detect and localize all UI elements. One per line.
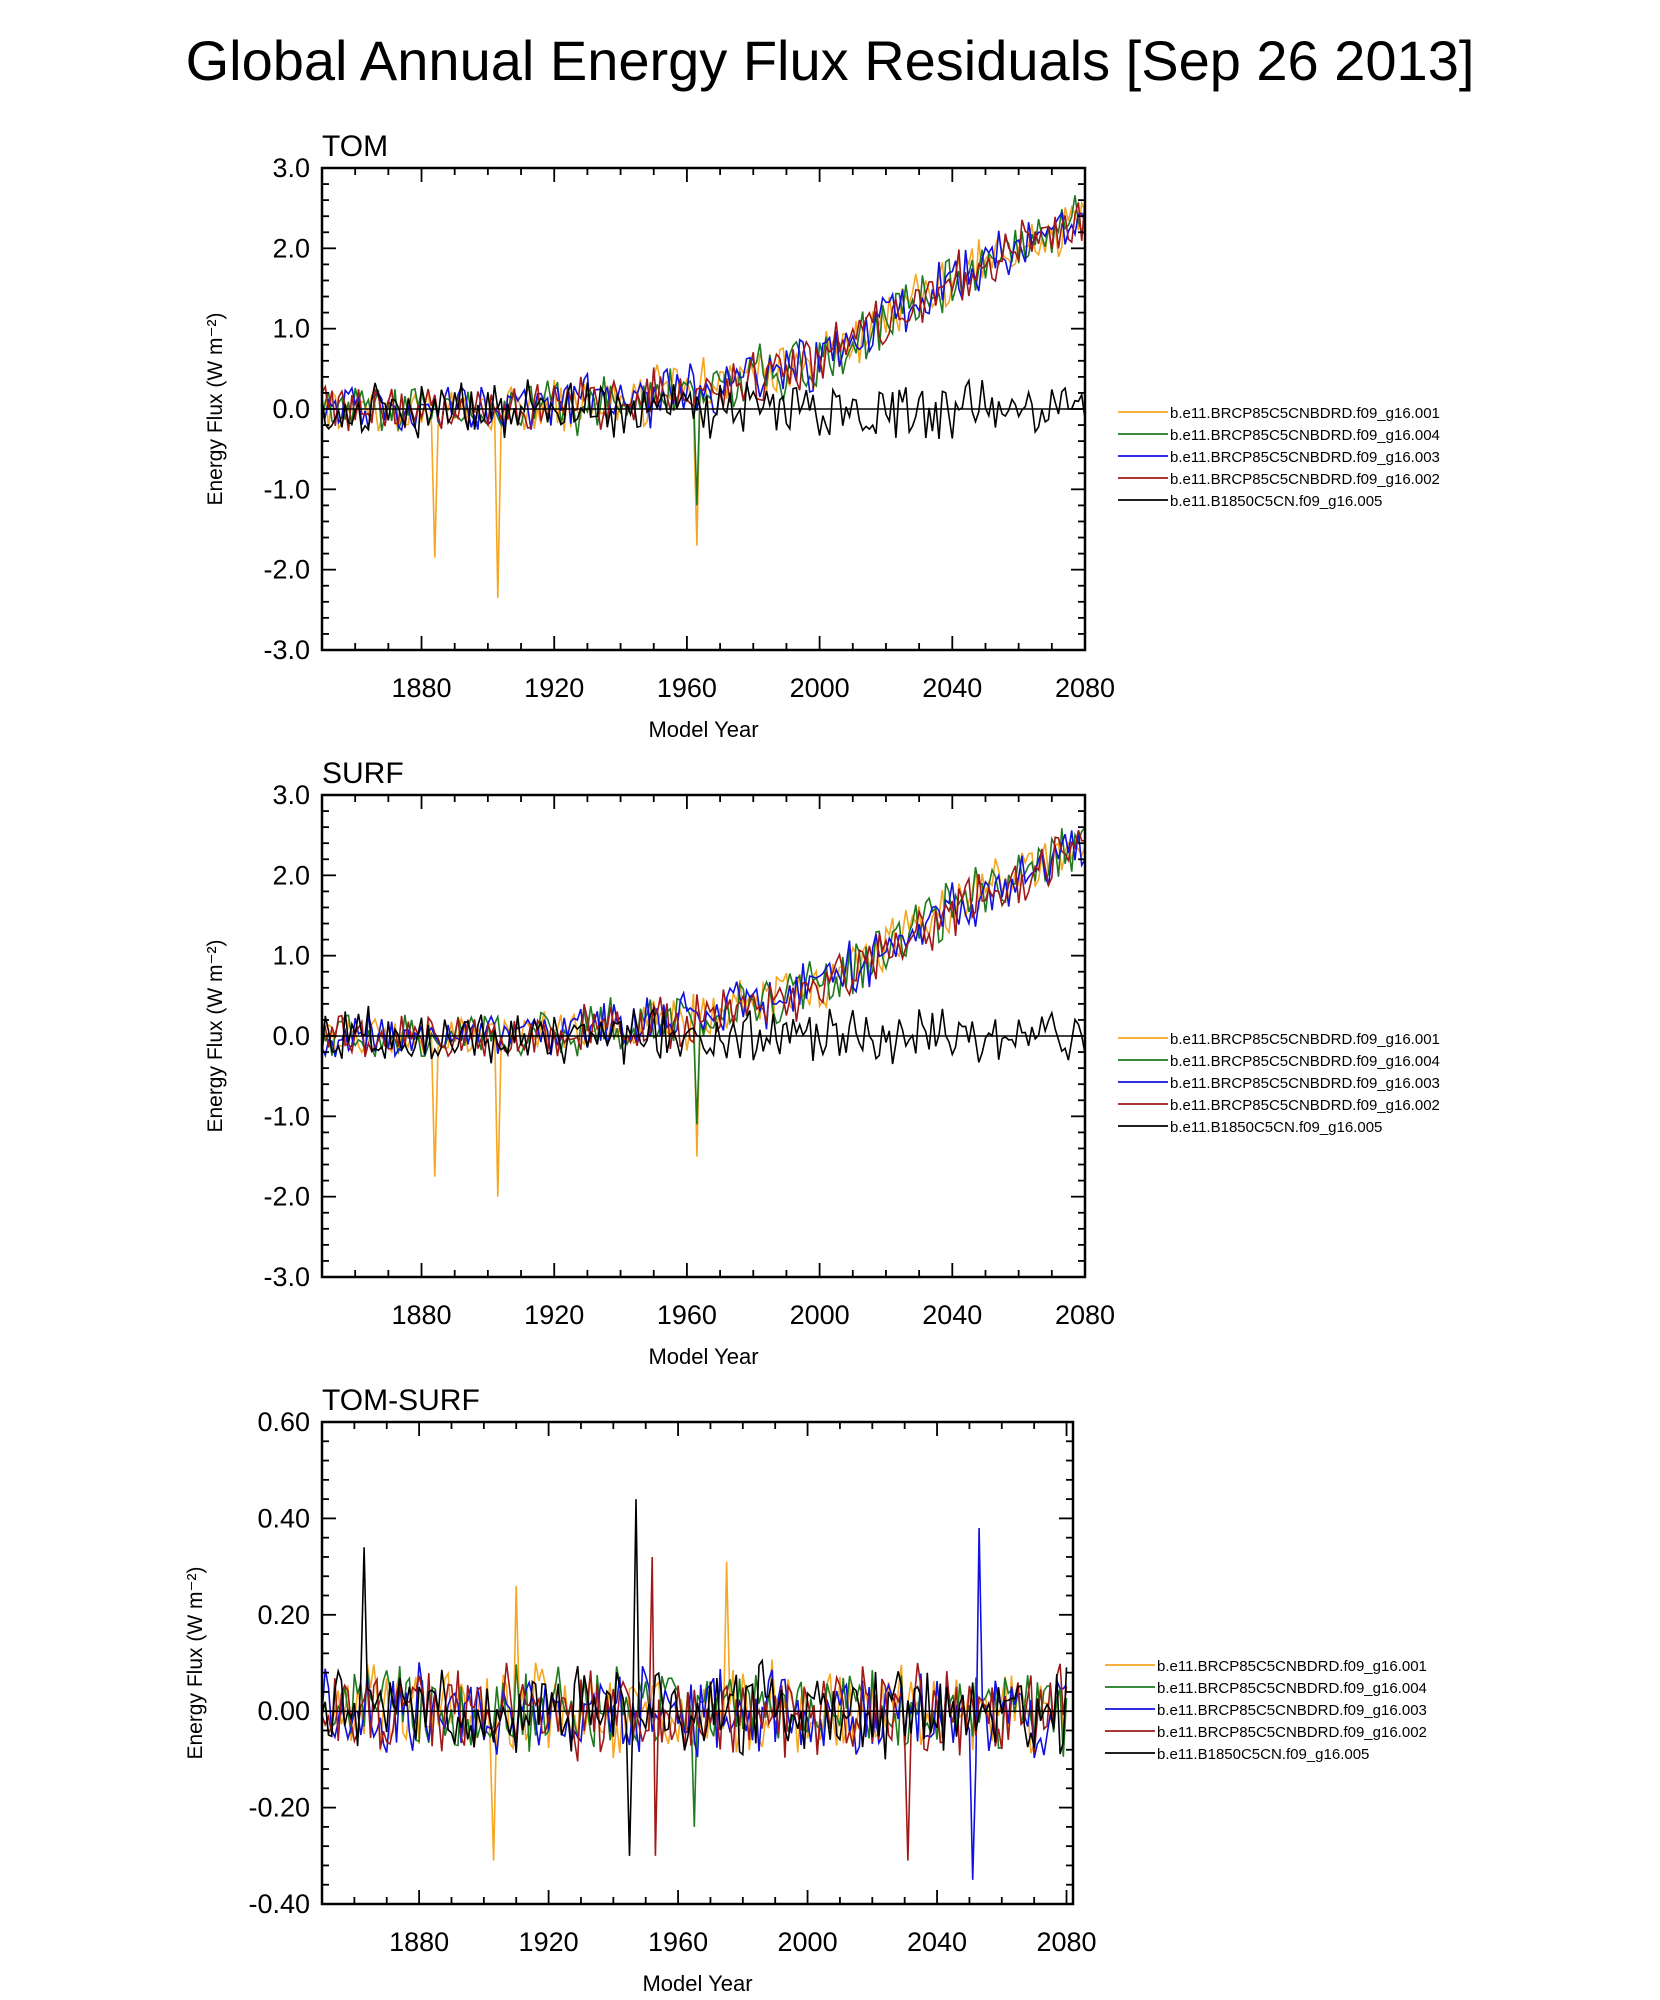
legend-label: b.e11.BRCP85C5CNBDRD.f09_g16.004 xyxy=(1170,1053,1440,1070)
x-tick-label: 2000 xyxy=(790,673,850,703)
x-tick-label: 1920 xyxy=(524,673,584,703)
y-tick-label: 0.40 xyxy=(257,1503,310,1533)
panel-title: TOM xyxy=(322,130,388,163)
legend-label: b.e11.BRCP85C5CNBDRD.f09_g16.002 xyxy=(1157,1724,1427,1741)
y-tick-label: -0.40 xyxy=(248,1889,310,1919)
x-tick-label: 2080 xyxy=(1036,1927,1096,1957)
series-line-b.e11.B1850C5CN.f09_g16.005 xyxy=(322,1499,1068,1856)
x-tick-label: 1920 xyxy=(524,1300,584,1330)
y-tick-label: -3.0 xyxy=(263,1262,310,1292)
legend-label: b.e11.BRCP85C5CNBDRD.f09_g16.001 xyxy=(1170,405,1440,422)
plot-frame xyxy=(320,1420,1075,1906)
legend-label: b.e11.BRCP85C5CNBDRD.f09_g16.004 xyxy=(1157,1680,1427,1697)
x-tick-label: 1880 xyxy=(391,673,451,703)
series-line-b.e11.BRCP85C5CNBDRD.f09_g16.003 xyxy=(322,830,1085,1059)
x-tick-label: 1880 xyxy=(389,1927,449,1957)
y-tick-label: -1.0 xyxy=(263,1101,310,1131)
series-group xyxy=(322,826,1085,1197)
series-group xyxy=(322,1499,1068,1880)
x-tick-label: 2040 xyxy=(922,673,982,703)
x-axis-label: Model Year xyxy=(648,717,758,742)
y-tick-label: 2.0 xyxy=(272,233,310,263)
y-tick-label: 0.00 xyxy=(257,1696,310,1726)
x-tick-label: 2040 xyxy=(907,1927,967,1957)
x-tick-label: 1880 xyxy=(391,1300,451,1330)
panel-title: SURF xyxy=(322,757,404,790)
panel-tom: TOM 1880 1920 1960 2000 2040 2080 -3.0 -2.0 -1.0 0… xyxy=(204,130,1440,742)
y-tick-label: 3.0 xyxy=(272,153,310,183)
series-line-b.e11.B1850C5CN.f09_g16.005 xyxy=(322,377,1085,439)
legend-label: b.e11.BRCP85C5CNBDRD.f09_g16.003 xyxy=(1170,449,1440,466)
legend-label: b.e11.BRCP85C5CNBDRD.f09_g16.003 xyxy=(1157,1702,1427,1719)
legend-label: b.e11.BRCP85C5CNBDRD.f09_g16.004 xyxy=(1170,427,1440,444)
x-tick-label: 2000 xyxy=(778,1927,838,1957)
y-axis-label: Energy Flux (W m⁻²) xyxy=(184,1566,207,1759)
panel-surf: SURF 1880 1920 1960 2000 2040 2080 -3.0 -2.0 -1.0… xyxy=(204,757,1440,1369)
y-tick-label: 0.20 xyxy=(257,1600,310,1630)
legend-label: b.e11.BRCP85C5CNBDRD.f09_g16.003 xyxy=(1170,1075,1440,1092)
x-tick-label: 1960 xyxy=(657,673,717,703)
y-tick-label: -1.0 xyxy=(263,474,310,504)
y-axis-label: Energy Flux (W m⁻²) xyxy=(204,939,227,1132)
x-tick-label: 1920 xyxy=(519,1927,579,1957)
x-tick-label: 2080 xyxy=(1055,673,1115,703)
legend-label: b.e11.BRCP85C5CNBDRD.f09_g16.002 xyxy=(1170,471,1440,488)
series-line-b.e11.B1850C5CN.f09_g16.005 xyxy=(322,1005,1085,1065)
legend-label: b.e11.BRCP85C5CNBDRD.f09_g16.002 xyxy=(1170,1097,1440,1114)
y-tick-label: -2.0 xyxy=(263,1182,310,1212)
y-tick-label: 2.0 xyxy=(272,860,310,890)
y-tick-label: 1.0 xyxy=(272,314,310,344)
y-tick-label: 0.0 xyxy=(272,394,310,424)
legend-label: b.e11.BRCP85C5CNBDRD.f09_g16.001 xyxy=(1170,1031,1440,1048)
x-tick-label: 1960 xyxy=(648,1927,708,1957)
y-tick-label: -0.20 xyxy=(248,1793,310,1823)
legend-label: b.e11.B1850C5CN.f09_g16.005 xyxy=(1157,1746,1369,1763)
series-line-b.e11.BRCP85C5CNBDRD.f09_g16.003 xyxy=(322,210,1085,432)
y-axis-label: Energy Flux (W m⁻²) xyxy=(204,312,227,505)
legend-label: b.e11.B1850C5CN.f09_g16.005 xyxy=(1170,493,1382,510)
x-tick-label: 2040 xyxy=(922,1300,982,1330)
series-group xyxy=(322,195,1085,598)
y-tick-label: 3.0 xyxy=(272,780,310,810)
y-tick-label: 0.0 xyxy=(272,1021,310,1051)
x-tick-label: 1960 xyxy=(657,1300,717,1330)
y-tick-label: -2.0 xyxy=(263,555,310,585)
y-tick-label: -3.0 xyxy=(263,635,310,665)
x-tick-label: 2000 xyxy=(790,1300,850,1330)
x-axis-label: Model Year xyxy=(642,1971,752,1996)
x-tick-label: 2080 xyxy=(1055,1300,1115,1330)
series-line-b.e11.BRCP85C5CNBDRD.f09_g16.004 xyxy=(322,195,1085,506)
legend-label: b.e11.B1850C5CN.f09_g16.005 xyxy=(1170,1119,1382,1136)
legend-label: b.e11.BRCP85C5CNBDRD.f09_g16.001 xyxy=(1157,1658,1427,1675)
series-line-b.e11.BRCP85C5CNBDRD.f09_g16.004 xyxy=(322,826,1085,1125)
x-axis-label: Model Year xyxy=(648,1344,758,1369)
panel-tom-surf: TOM-SURF 1880 1920 1960 2000 2040 2080 -0.40 -0.… xyxy=(184,1384,1427,1996)
figure-title: Global Annual Energy Flux Residuals [Sep… xyxy=(185,29,1475,92)
series-line-b.e11.BRCP85C5CNBDRD.f09_g16.002 xyxy=(322,830,1085,1058)
y-tick-label: 1.0 xyxy=(272,941,310,971)
y-tick-label: 0.60 xyxy=(257,1407,310,1437)
panel-title: TOM-SURF xyxy=(322,1384,480,1417)
